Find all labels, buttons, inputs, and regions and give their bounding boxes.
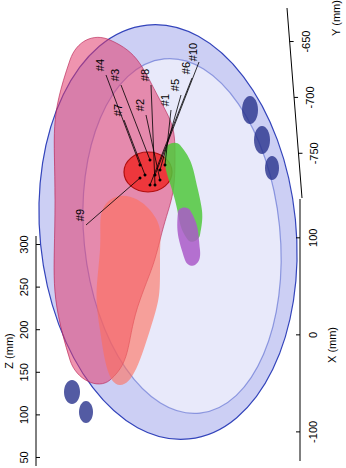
svg-text:X (mm): X (mm) [326, 327, 338, 363]
svg-text:50: 50 [18, 451, 30, 463]
svg-text:#7: #7 [112, 104, 124, 116]
svg-text:#2: #2 [134, 99, 146, 111]
svg-text:#10: #10 [187, 43, 199, 61]
svg-text:-750: -750 [308, 142, 320, 164]
svg-text:#4: #4 [94, 59, 106, 71]
svg-text:300: 300 [18, 235, 30, 253]
svg-text:100: 100 [18, 406, 30, 424]
svg-text:200: 200 [18, 321, 30, 339]
svg-text:150: 150 [18, 363, 30, 381]
svg-text:#9: #9 [74, 209, 86, 221]
svg-text:#6: #6 [180, 62, 192, 74]
svg-text:#5: #5 [169, 79, 181, 91]
svg-text:250: 250 [18, 278, 30, 296]
svg-text:#1: #1 [159, 94, 171, 106]
svg-text:-650: -650 [300, 31, 312, 53]
svg-text:0: 0 [307, 332, 319, 338]
svg-text:-700: -700 [304, 86, 316, 108]
svg-text:Y (mm): Y (mm) [330, 0, 342, 36]
svg-text:#8: #8 [139, 69, 151, 81]
svg-text:#3: #3 [109, 69, 121, 81]
svg-text:-100: -100 [307, 421, 319, 443]
svg-text:Z (mm): Z (mm) [3, 333, 15, 368]
svg-text:100: 100 [307, 229, 319, 247]
